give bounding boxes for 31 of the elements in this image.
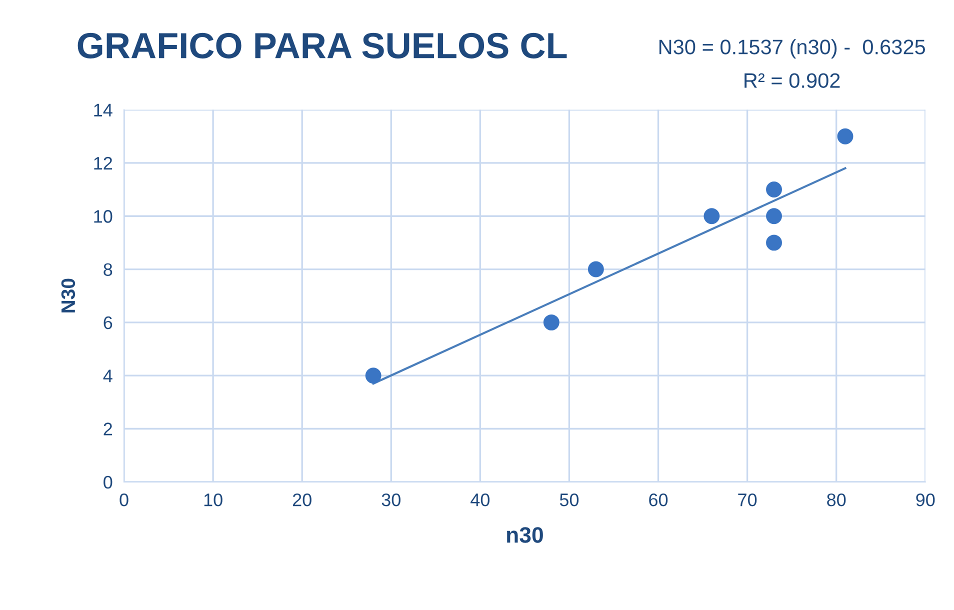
y-tick-label: 10	[94, 210, 112, 223]
y-tick-label: 8	[104, 263, 112, 276]
point	[588, 261, 604, 278]
point	[543, 314, 560, 330]
x-tick-label: 10	[204, 493, 222, 506]
y-tick-label: 12	[94, 156, 112, 170]
x-tick-label: 30	[382, 493, 400, 506]
point	[365, 368, 382, 384]
y-tick-label: 14	[94, 104, 112, 116]
chart-title: GRAFICO PARA SUELOS CL	[78, 32, 567, 58]
y-tick-label: 0	[104, 476, 112, 489]
x-tick-label: 60	[649, 493, 668, 506]
x-tick-label: 90	[916, 493, 935, 506]
point	[704, 208, 720, 224]
x-tick-label: 40	[470, 493, 490, 506]
x-tick-label: 70	[738, 493, 757, 506]
point	[766, 234, 782, 251]
y-tick-label: 2	[104, 422, 112, 436]
x-tick-label: 20	[292, 493, 312, 506]
x-tick-label: 50	[560, 493, 579, 506]
point	[766, 208, 782, 224]
point	[766, 182, 782, 198]
x-tick-label: 80	[827, 493, 846, 506]
y-tick-label: 6	[104, 316, 112, 330]
text: R² = 0.902	[744, 73, 840, 88]
x-tick-label: 0	[120, 493, 128, 506]
point	[837, 128, 854, 144]
text: N30 = 0.1537 (n30) - 0.6325	[659, 39, 926, 58]
x-axis-title: n30	[507, 527, 543, 543]
y-axis-title: N30	[61, 278, 76, 312]
y-tick-label: 4	[103, 370, 112, 382]
